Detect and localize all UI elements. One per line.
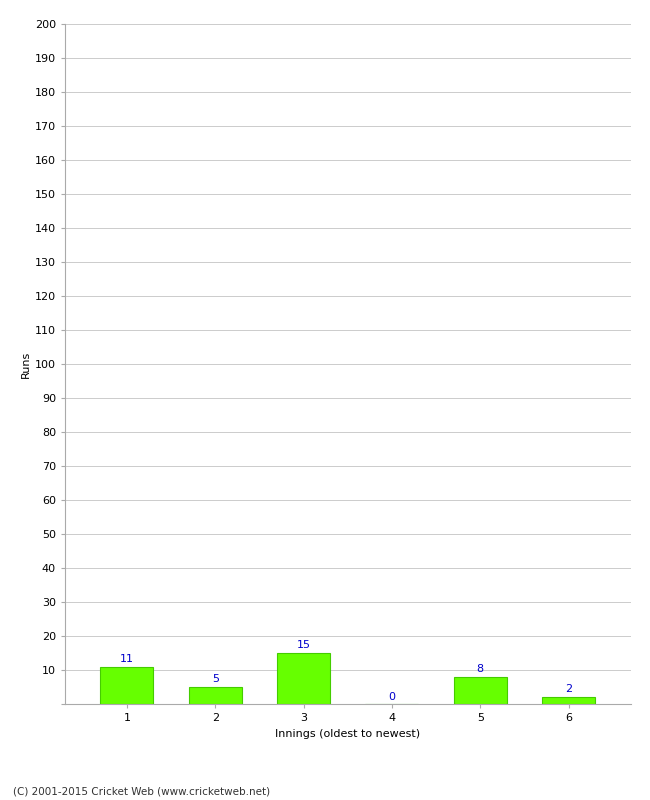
Text: 15: 15 — [296, 640, 311, 650]
Bar — [188, 687, 242, 704]
X-axis label: Innings (oldest to newest): Innings (oldest to newest) — [275, 729, 421, 738]
Text: (C) 2001-2015 Cricket Web (www.cricketweb.net): (C) 2001-2015 Cricket Web (www.cricketwe… — [13, 786, 270, 796]
Text: 2: 2 — [565, 685, 572, 694]
Text: 0: 0 — [389, 692, 395, 702]
Bar — [454, 677, 507, 704]
Y-axis label: Runs: Runs — [21, 350, 31, 378]
Text: 11: 11 — [120, 654, 134, 664]
Bar — [542, 697, 595, 704]
Text: 8: 8 — [476, 664, 484, 674]
Bar — [277, 653, 330, 704]
Text: 5: 5 — [212, 674, 218, 684]
Bar — [100, 666, 153, 704]
